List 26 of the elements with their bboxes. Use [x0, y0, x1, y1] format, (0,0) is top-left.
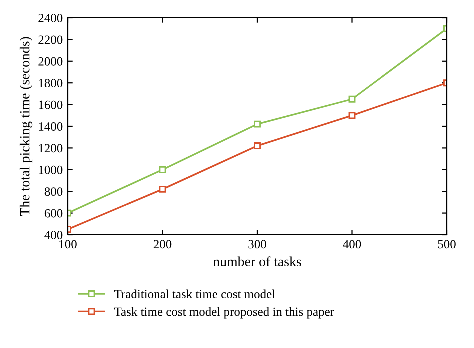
x-tick-label: 200	[154, 240, 172, 249]
legend-label: Traditional task time cost model	[114, 290, 276, 299]
y-tick-label: 1800	[39, 79, 63, 88]
x-tick-label: 400	[343, 240, 362, 249]
x-tick-label: 100	[60, 240, 77, 249]
y-tick-label: 600	[44, 209, 63, 218]
y-tick-label: 1600	[39, 100, 63, 110]
point	[348, 96, 356, 103]
point	[348, 112, 356, 120]
point	[254, 142, 261, 150]
point	[159, 186, 166, 193]
x-tick-label: 500	[438, 240, 456, 249]
y-axis-title: The total picking time (seconds)	[20, 37, 33, 216]
x-tick-label: 300	[248, 240, 266, 249]
point	[159, 166, 166, 174]
y-tick-label: 2400	[38, 14, 63, 22]
y-tick-label: 1400	[39, 122, 63, 131]
y-tick-label: 400	[44, 231, 63, 240]
y-tick-label: 1200	[39, 144, 63, 153]
point	[254, 120, 261, 128]
y-tick-label: 2200	[38, 36, 63, 44]
y-tick-label: 800	[44, 188, 63, 196]
y-tick-label: 2000	[38, 57, 63, 66]
legend-label: Task time cost model proposed in this paper	[114, 307, 334, 319]
y-tick-label: 1000	[39, 166, 63, 174]
x-axis-title: number of tasks	[213, 256, 302, 267]
